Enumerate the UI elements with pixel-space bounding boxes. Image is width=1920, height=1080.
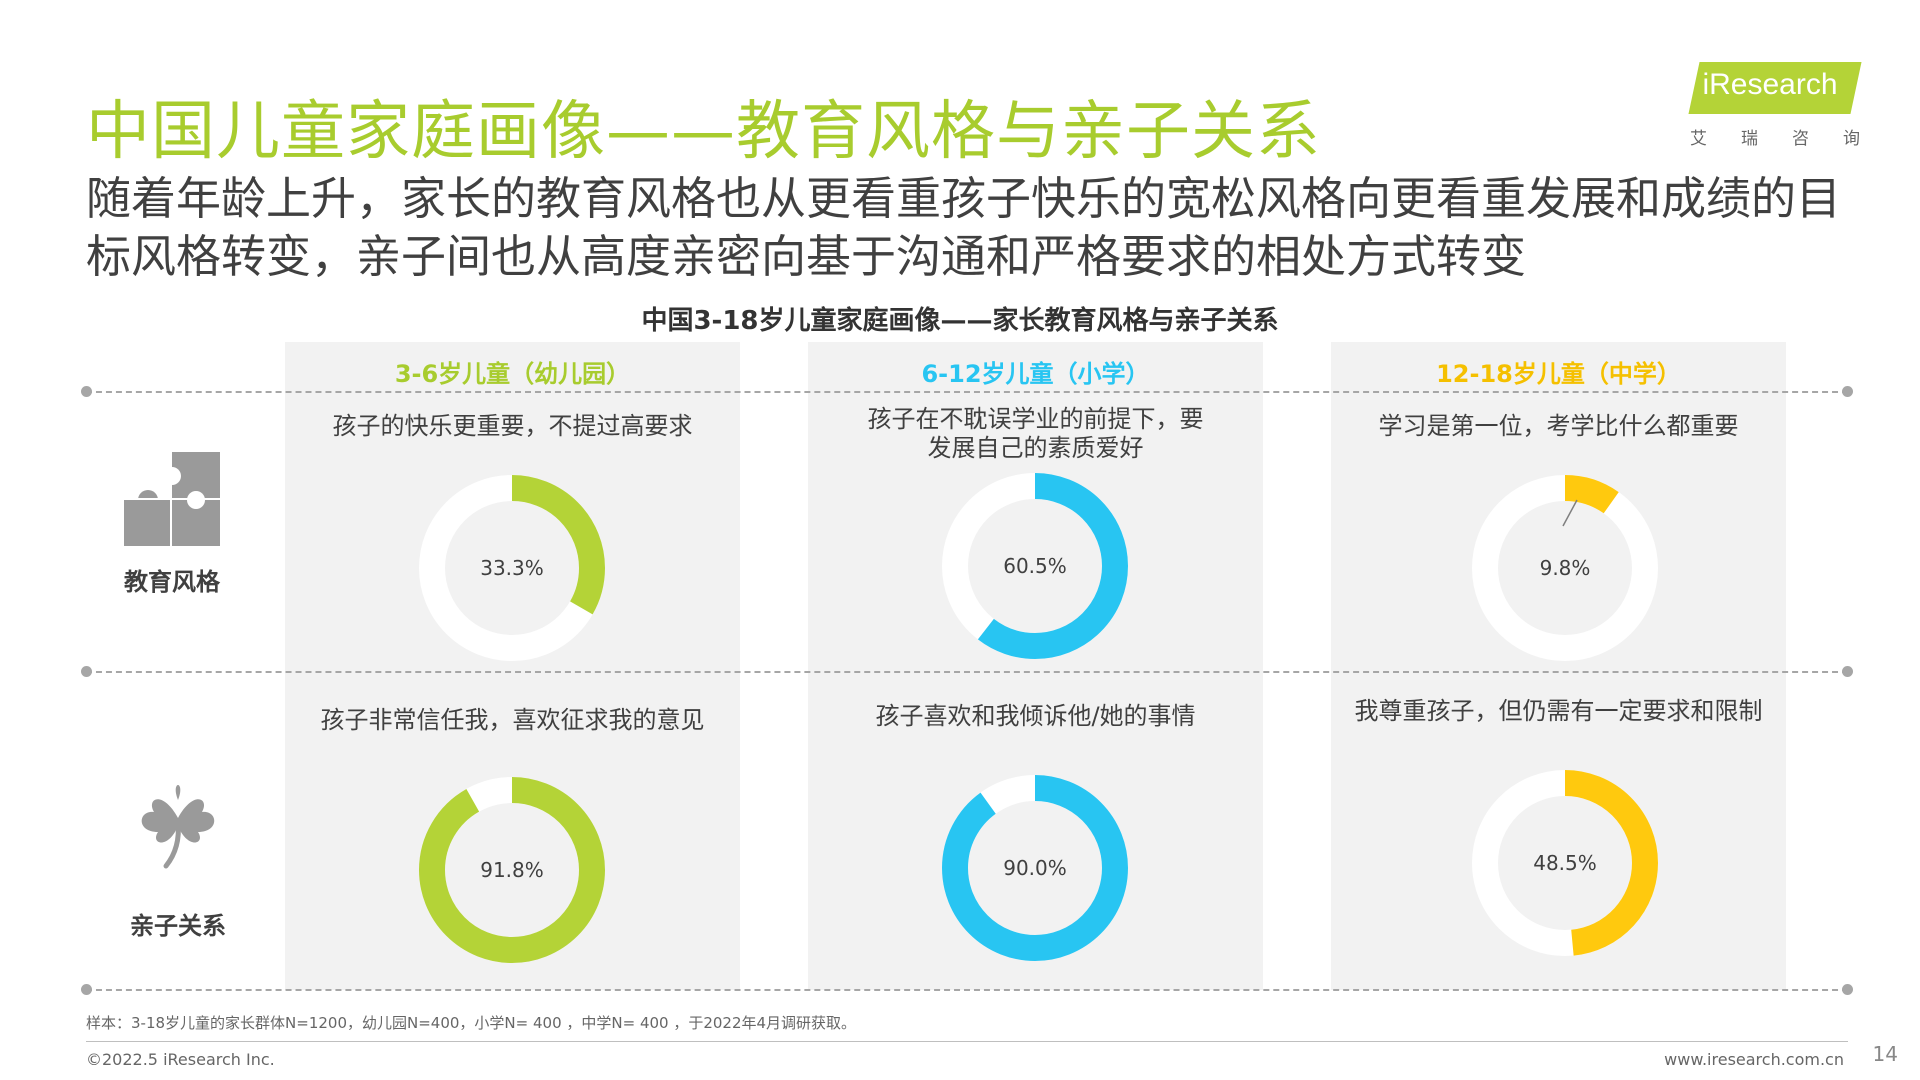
separator-dot bbox=[1842, 386, 1853, 397]
value-label: 60.5% bbox=[1003, 554, 1067, 578]
donut-arc bbox=[419, 475, 605, 661]
separator-dot bbox=[81, 666, 92, 677]
column-header-primary: 6-12岁儿童（小学） bbox=[921, 360, 1150, 388]
row-label-education-style: 教育风格 bbox=[124, 568, 220, 596]
value-label: 9.8% bbox=[1539, 556, 1591, 580]
donut-arc bbox=[419, 777, 605, 963]
value-label: 33.3% bbox=[480, 556, 544, 580]
separator-dot bbox=[1842, 984, 1853, 995]
caption-secondary-education: 学习是第一位，考学比什么都重要 bbox=[1378, 412, 1739, 440]
value-label: 90.0% bbox=[1003, 856, 1067, 880]
website-link[interactable]: www.iresearch.com.cn bbox=[1664, 1050, 1844, 1069]
logo-subtext: 艾瑞咨询 bbox=[1690, 129, 1860, 149]
column-header-kindergarten: 3-6岁儿童（幼儿园） bbox=[394, 360, 631, 388]
donut-arc bbox=[1472, 770, 1658, 956]
donut-kindergarten-relation bbox=[419, 777, 605, 963]
row-label-parent-child: 亲子关系 bbox=[130, 912, 226, 940]
separator-dot bbox=[1842, 666, 1853, 677]
caption-secondary-relation: 我尊重孩子，但仍需有一定要求和限制 bbox=[1354, 697, 1763, 725]
column-header-secondary: 12-18岁儿童（中学） bbox=[1436, 360, 1681, 388]
donut-arc bbox=[942, 775, 1128, 961]
caption-primary-relation: 孩子喜欢和我倾诉他/她的事情 bbox=[875, 702, 1196, 730]
page-title: 中国儿童家庭画像——教育风格与亲子关系 bbox=[86, 95, 1321, 169]
donut-secondary-education bbox=[1472, 475, 1658, 661]
panel-kindergarten bbox=[285, 342, 740, 990]
donut-arc bbox=[1472, 475, 1658, 661]
separator-top bbox=[86, 391, 1848, 393]
clover-icon bbox=[141, 785, 215, 869]
iresearch-logo: iResearch 艾瑞咨询 bbox=[1680, 62, 1862, 149]
separator-dot bbox=[81, 386, 92, 397]
page-number: 14 bbox=[1872, 1042, 1898, 1066]
separator-middle bbox=[86, 671, 1848, 673]
panel-secondary bbox=[1331, 342, 1786, 990]
separator-dot bbox=[81, 984, 92, 995]
donut-primary-relation bbox=[942, 775, 1128, 961]
chart-title: 中国3-18岁儿童家庭画像——家长教育风格与亲子关系 bbox=[641, 306, 1279, 336]
donut-primary-education bbox=[942, 473, 1128, 659]
donut-arc bbox=[942, 473, 1128, 659]
copyright: ©2022.5 iResearch Inc. bbox=[86, 1050, 275, 1069]
logo-text: iResearch bbox=[1702, 68, 1838, 101]
donut-secondary-relation bbox=[1472, 770, 1658, 956]
puzzle-icon bbox=[122, 450, 222, 550]
panel-primary bbox=[808, 342, 1263, 990]
page-subtitle: 随着年龄上升，家长的教育风格也从更看重孩子快乐的宽松风格向更看重发展和成绩的目标… bbox=[86, 172, 1842, 283]
value-label: 48.5% bbox=[1533, 851, 1597, 875]
sample-note: 样本：3-18岁儿童的家长群体N=1200，幼儿园N=400，小学N= 400 … bbox=[86, 1014, 857, 1032]
footer-divider bbox=[86, 1041, 1848, 1042]
caption-kindergarten-education: 孩子的快乐更重要，不提过高要求 bbox=[332, 412, 693, 440]
value-label: 91.8% bbox=[480, 858, 544, 882]
leader-line bbox=[1562, 499, 1578, 527]
caption-kindergarten-relation: 孩子非常信任我，喜欢征求我的意见 bbox=[320, 706, 705, 734]
separator-bottom bbox=[86, 989, 1848, 991]
caption-primary-education: 孩子在不耽误学业的前提下，要发展自己的素质爱好 bbox=[867, 405, 1204, 462]
donut-kindergarten-education bbox=[419, 475, 605, 661]
